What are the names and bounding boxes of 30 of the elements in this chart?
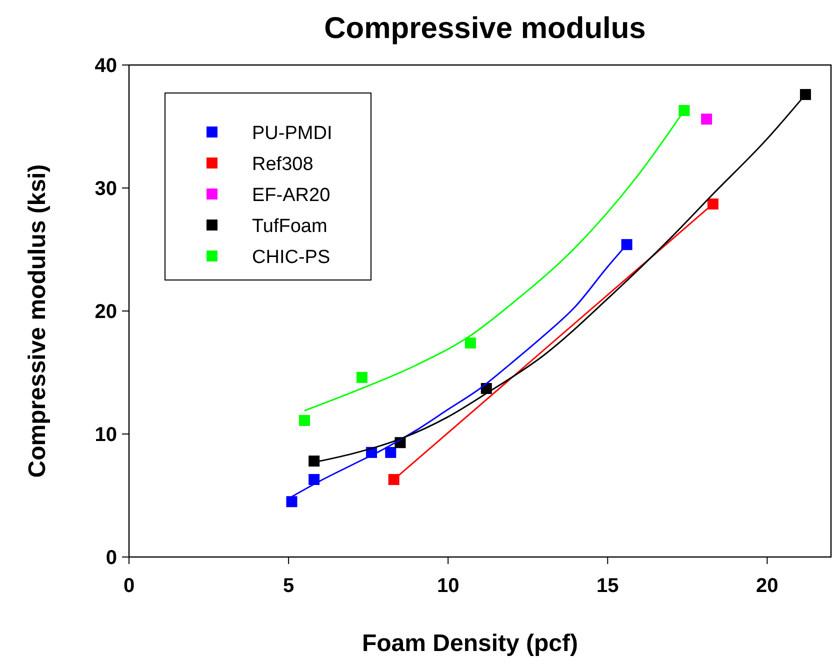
y-tick-label: 40 [94, 55, 117, 77]
point [286, 496, 298, 508]
point [385, 446, 396, 458]
x-axis-title: Foam Density (pcf) [362, 630, 578, 657]
y-tick-label: 30 [94, 178, 117, 200]
point [356, 372, 368, 383]
y-axis-title: Compressive modulus (ksi) [24, 164, 51, 478]
x-tick-label: 15 [596, 575, 619, 597]
x-tick-label: 0 [123, 575, 135, 597]
point [464, 337, 476, 348]
x-tick-label: 5 [282, 575, 294, 597]
point [621, 239, 632, 250]
legend-label: CHIC-PS [252, 247, 330, 268]
y-tick-label: 20 [94, 301, 117, 323]
point [388, 474, 400, 486]
chart-title: Compressive modulus [324, 12, 646, 45]
point [701, 114, 712, 125]
legend-label: TufFoam [252, 216, 328, 237]
x-tick-label: 10 [436, 575, 460, 597]
point [678, 105, 690, 116]
legend-label: EF-AR20 [252, 185, 330, 206]
legend-label: Ref308 [252, 154, 314, 175]
point [800, 89, 811, 100]
y-tick-label: 0 [106, 547, 117, 569]
x-tick-label: 20 [756, 575, 778, 597]
point [308, 456, 320, 467]
y-tick-label: 10 [94, 424, 117, 446]
legend-label: PU-PMDI [252, 123, 332, 144]
point [299, 414, 310, 426]
point [308, 474, 320, 486]
